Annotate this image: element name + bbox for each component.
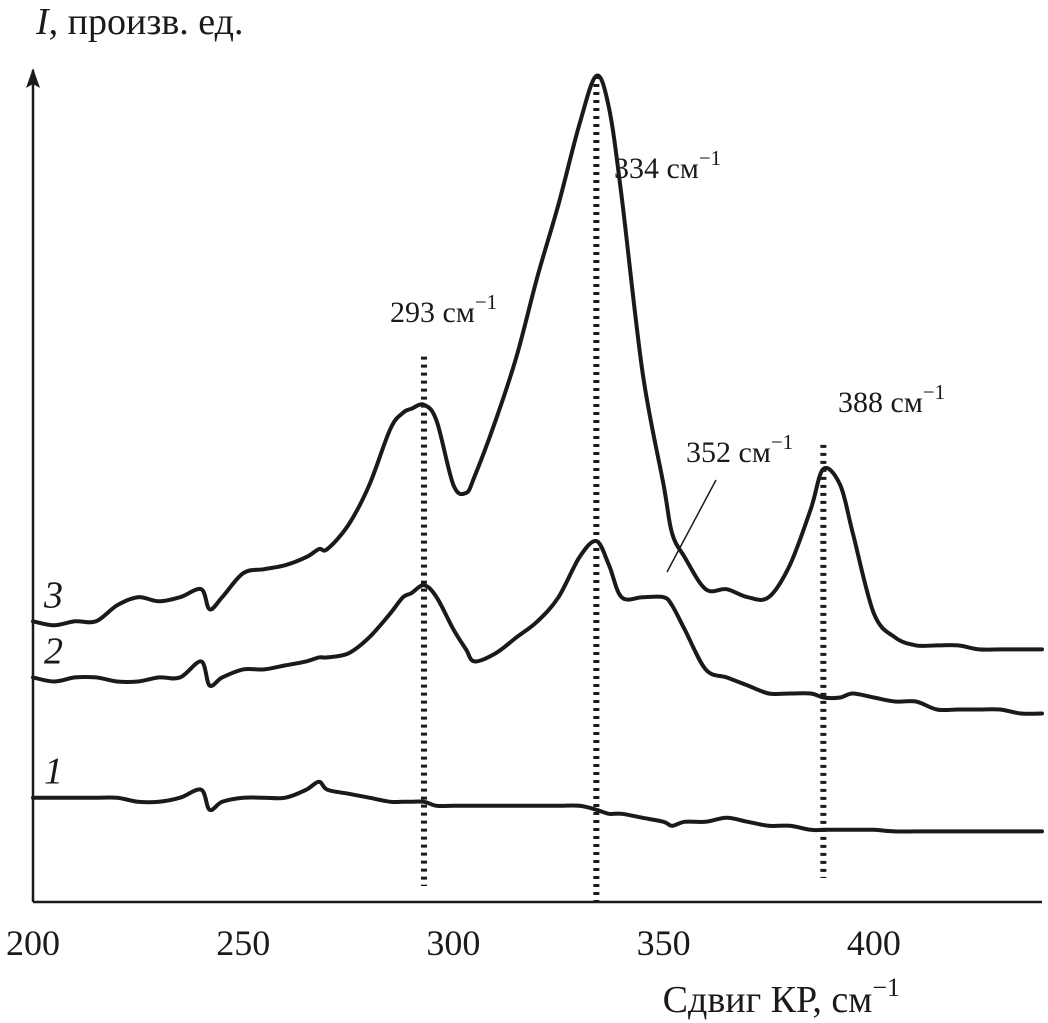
series-line-2 — [31, 539, 1044, 716]
x-tick-label-400: 400 — [847, 923, 901, 963]
series-labels: 1 2 3 — [43, 574, 63, 792]
leader-line-352 — [666, 479, 717, 573]
x-tick-label-200: 200 — [6, 923, 60, 963]
x-tick-label-250: 250 — [216, 923, 270, 963]
x-tick-label-300: 300 — [426, 923, 480, 963]
annotation-334: 334 см−1 — [614, 146, 721, 185]
x-axis-title: Сдвиг КР, см−1 — [663, 973, 900, 1021]
x-tick-label-350: 350 — [637, 923, 691, 963]
x-tick-labels: 200 250 300 350 400 — [6, 923, 901, 963]
x-axis-title-text: Сдвиг КР, см — [663, 979, 873, 1021]
annotation-352-text: 352 см — [686, 436, 771, 469]
series-label-3: 3 — [43, 574, 63, 616]
series-curves — [31, 73, 1044, 834]
annotation-334-text: 334 см — [614, 152, 699, 185]
y-axis-title-unit: , произв. ед. — [49, 1, 244, 43]
series-label-1: 1 — [44, 751, 63, 793]
annotation-388-sup: −1 — [923, 380, 945, 404]
series-line-1 — [31, 779, 1044, 834]
series-label-2: 2 — [44, 630, 63, 672]
y-axis-title: I, произв. ед. — [35, 1, 243, 43]
annotation-293-text: 293 см — [390, 296, 475, 329]
series-line-3 — [31, 73, 1044, 652]
annotation-388-text: 388 см — [838, 386, 923, 419]
annotation-388: 388 см−1 — [838, 380, 945, 419]
annotation-352: 352 см−1 — [686, 430, 793, 469]
peak-markers — [420, 75, 827, 902]
annotation-352-sup: −1 — [771, 430, 793, 454]
y-axis-title-symbol: I — [35, 1, 51, 43]
x-axis-title-sup: −1 — [872, 973, 900, 1002]
annotation-293-sup: −1 — [475, 290, 497, 314]
annotation-293: 293 см−1 — [390, 290, 497, 329]
annotation-334-sup: −1 — [699, 146, 721, 170]
